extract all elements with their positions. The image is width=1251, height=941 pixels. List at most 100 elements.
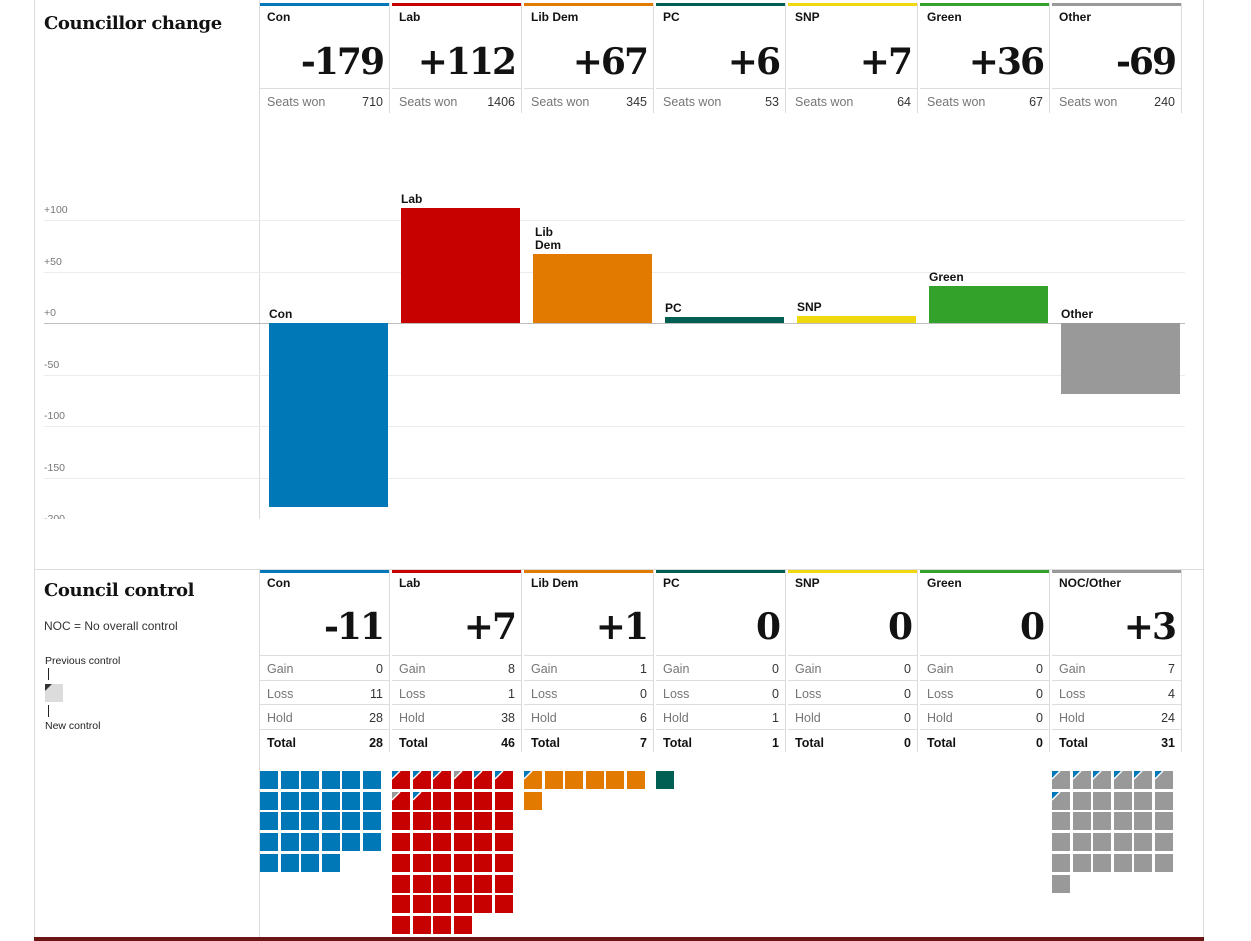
seat-card-con: Con -179 Seats won 710	[260, 3, 390, 113]
council-tile	[412, 771, 431, 789]
card-divider	[785, 570, 786, 752]
council-tile	[453, 895, 472, 914]
gain-row: Gain 0	[260, 655, 390, 680]
council-tile	[342, 771, 360, 789]
party-name: Lib Dem	[531, 576, 579, 590]
party-name: Lab	[399, 576, 421, 590]
seats-won-value: 345	[626, 95, 647, 109]
seat-change-value: -69	[1115, 41, 1177, 83]
card-divider	[1181, 570, 1182, 752]
council-tile	[280, 833, 299, 852]
loss-value: 0	[904, 686, 911, 701]
council-tile	[494, 853, 513, 872]
council-tile	[433, 771, 451, 789]
control-change-value: 0	[887, 606, 913, 648]
card-divider	[785, 3, 786, 113]
loss-row: Loss 4	[1052, 679, 1182, 705]
card-divider	[389, 570, 390, 752]
gridline	[44, 220, 1185, 221]
council-tile	[1052, 771, 1070, 789]
council-tile	[453, 874, 472, 893]
hold-value: 0	[904, 711, 911, 725]
total-value: 0	[1036, 735, 1043, 750]
council-tile	[412, 791, 431, 810]
seats-won-value: 67	[1029, 95, 1043, 109]
hold-row: Hold 0	[788, 704, 918, 729]
party-stripe	[788, 3, 918, 6]
card-divider	[1049, 570, 1050, 752]
council-tile	[1093, 853, 1111, 872]
council-tile	[494, 812, 513, 831]
hold-row: Hold 24	[1052, 704, 1182, 729]
control-change-value: +1	[595, 606, 649, 648]
total-row: Total 0	[788, 728, 918, 754]
hold-label: Hold	[795, 711, 821, 725]
council-tile	[474, 833, 492, 852]
party-stripe	[656, 570, 786, 573]
loss-label: Loss	[531, 686, 558, 701]
council-tile	[433, 874, 451, 893]
gain-row: Gain 8	[392, 655, 522, 680]
loss-label: Loss	[399, 686, 426, 701]
council-tile	[392, 874, 410, 893]
seats-won-label: Seats won	[1059, 95, 1118, 109]
control-card-pc: PC 0 Gain 0 Loss 0 Hold 1 Total 1	[656, 570, 786, 752]
party-stripe	[920, 570, 1050, 573]
council-tile	[362, 812, 381, 831]
council-tile	[321, 853, 340, 872]
council-tile	[1072, 771, 1091, 789]
total-value: 28	[369, 735, 383, 750]
loss-label: Loss	[663, 686, 690, 701]
total-label: Total	[1059, 735, 1088, 750]
council-tile	[412, 895, 431, 914]
total-row: Total 31	[1052, 728, 1182, 754]
key-new-control: New control	[45, 720, 101, 732]
control-change-value: 0	[1019, 606, 1045, 648]
y-tick-label: -200	[44, 513, 66, 523]
gridline	[44, 478, 1185, 479]
seat-change-value: +112	[417, 41, 517, 83]
gain-value: 0	[772, 662, 779, 676]
loss-value: 0	[640, 686, 647, 701]
seats-won-value: 240	[1154, 95, 1175, 109]
council-tile	[433, 812, 451, 831]
total-value: 46	[501, 735, 515, 750]
total-row: Total 46	[392, 728, 522, 754]
seat-card-other: Other -69 Seats won 240	[1052, 3, 1182, 113]
council-tile	[453, 791, 472, 810]
council-tile	[433, 833, 451, 852]
party-stripe	[1052, 570, 1182, 573]
seats-won-value: 64	[897, 95, 911, 109]
council-tile	[321, 812, 340, 831]
council-tile	[474, 853, 492, 872]
gain-label: Gain	[399, 662, 426, 676]
council-tile	[606, 771, 624, 789]
party-name: Green	[927, 576, 962, 590]
loss-row: Loss 0	[788, 679, 918, 705]
loss-value: 1	[508, 686, 515, 701]
gain-value: 0	[376, 662, 383, 676]
council-tile	[433, 791, 451, 810]
y-tick-label: -150	[44, 462, 66, 474]
council-tile	[260, 853, 278, 872]
seats-won-row: Seats won 1406	[392, 88, 522, 113]
total-value: 0	[904, 735, 911, 750]
council-tile	[362, 833, 381, 852]
loss-row: Loss 0	[920, 679, 1050, 705]
loss-value: 4	[1168, 686, 1175, 701]
gain-row: Gain 0	[920, 655, 1050, 680]
council-tile	[1093, 771, 1111, 789]
bottom-bar	[34, 937, 1204, 941]
council-tile	[412, 812, 431, 831]
hold-value: 1	[772, 711, 779, 725]
council-tile	[301, 771, 319, 789]
total-value: 1	[772, 735, 779, 750]
gain-label: Gain	[927, 662, 954, 676]
seats-won-row: Seats won 710	[260, 88, 390, 113]
council-tile	[280, 853, 299, 872]
bar-label: Green	[929, 270, 964, 284]
party-name: Lib Dem	[531, 10, 579, 24]
card-divider	[521, 3, 522, 113]
council-tile	[1072, 833, 1091, 852]
seats-won-label: Seats won	[663, 95, 722, 109]
